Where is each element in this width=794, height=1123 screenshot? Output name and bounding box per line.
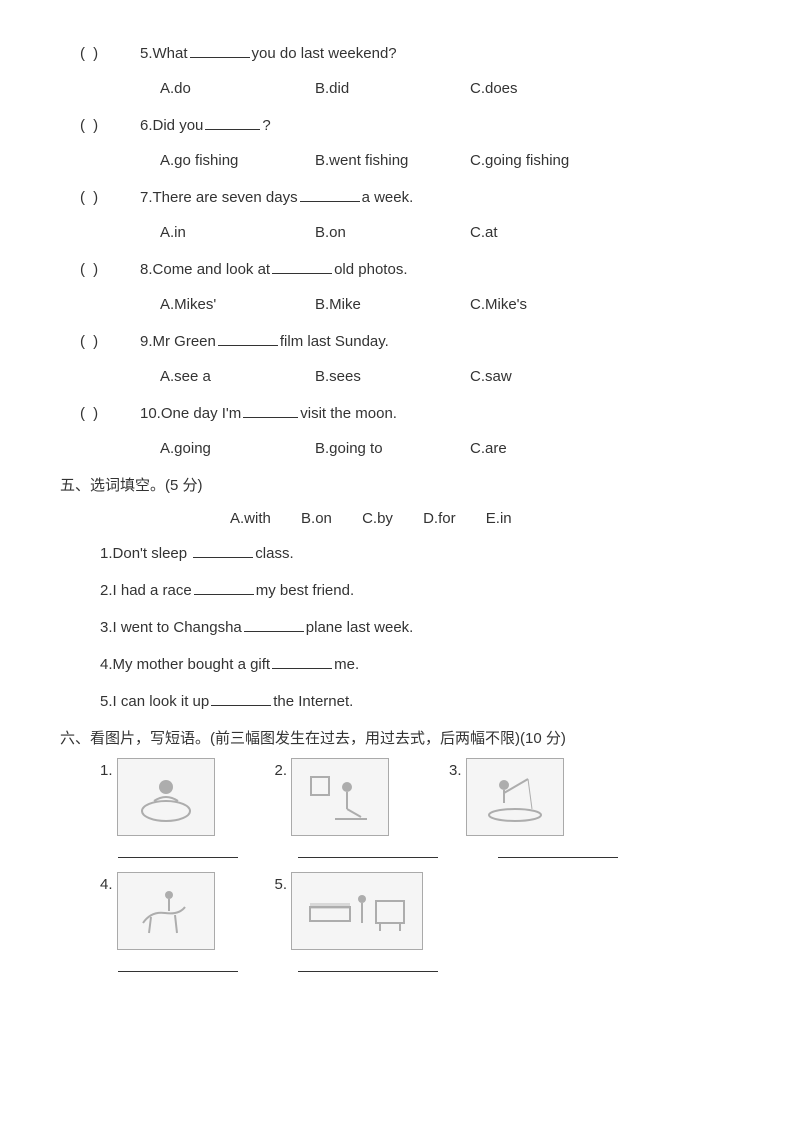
option-c[interactable]: C.are <box>470 435 625 462</box>
question-stem: 6.Did you? <box>140 112 271 139</box>
bank-a: A.with <box>230 510 271 527</box>
option-b[interactable]: B.on <box>315 219 470 246</box>
option-c[interactable]: C.saw <box>470 363 625 390</box>
picture-number: 1. <box>100 758 113 779</box>
blank[interactable] <box>244 616 304 632</box>
answer-paren[interactable]: ( ) <box>80 256 140 283</box>
options-row: A.going B.going to C.are <box>80 435 734 462</box>
answer-paren[interactable]: ( ) <box>80 400 140 427</box>
picture-number: 2. <box>275 758 288 779</box>
answer-paren[interactable]: ( ) <box>80 184 140 211</box>
question-stem: 8.Come and look atold photos. <box>140 256 407 283</box>
picture-item: 5. <box>275 872 424 950</box>
picture-item: 3. <box>449 758 564 836</box>
blank[interactable] <box>190 42 250 58</box>
options-row: A.go fishing B.went fishing C.going fish… <box>80 147 734 174</box>
mcq-row: ( ) 7.There are seven daysa week. <box>80 184 734 211</box>
option-b[interactable]: B.going to <box>315 435 470 462</box>
blank[interactable] <box>205 114 260 130</box>
blank[interactable] <box>243 402 298 418</box>
options-row: A.in B.on C.at <box>80 219 734 246</box>
question-stem: 10.One day I'mvisit the moon. <box>140 400 397 427</box>
picture-row: 1. 2. 3. <box>80 758 734 836</box>
picture-watch-tv-icon <box>291 872 423 950</box>
fill-item: 3.I went to Changshaplane last week. <box>80 614 734 641</box>
option-b[interactable]: B.went fishing <box>315 147 470 174</box>
answer-row <box>80 842 734 858</box>
blank[interactable] <box>300 186 360 202</box>
answer-blank[interactable] <box>118 956 238 972</box>
blank[interactable] <box>211 690 271 706</box>
bank-b: B.on <box>301 510 332 527</box>
option-a[interactable]: A.going <box>160 435 315 462</box>
blank[interactable] <box>193 542 253 558</box>
question-stem: 5.Whatyou do last weekend? <box>140 40 397 67</box>
picture-item: 4. <box>100 872 215 950</box>
mcq-row: ( ) 9.Mr Greenfilm last Sunday. <box>80 328 734 355</box>
answer-blank[interactable] <box>298 956 438 972</box>
bank-d: D.for <box>423 510 456 527</box>
answer-row <box>80 956 734 972</box>
fill-item: 1.Don't sleep class. <box>80 540 734 567</box>
mcq-row: ( ) 8.Come and look atold photos. <box>80 256 734 283</box>
answer-paren[interactable]: ( ) <box>80 328 140 355</box>
option-a[interactable]: A.in <box>160 219 315 246</box>
option-a[interactable]: A.do <box>160 75 315 102</box>
blank[interactable] <box>194 579 254 595</box>
picture-ride-horse-icon <box>117 872 215 950</box>
question-stem: 9.Mr Greenfilm last Sunday. <box>140 328 389 355</box>
blank[interactable] <box>272 653 332 669</box>
question-stem: 7.There are seven daysa week. <box>140 184 413 211</box>
options-row: A.Mikes' B.Mike C.Mike's <box>80 291 734 318</box>
picture-clean-room-icon <box>291 758 389 836</box>
option-b[interactable]: B.sees <box>315 363 470 390</box>
mcq-row: ( ) 10.One day I'mvisit the moon. <box>80 400 734 427</box>
options-row: A.do B.did C.does <box>80 75 734 102</box>
fill-item: 4.My mother bought a giftme. <box>80 651 734 678</box>
picture-item: 2. <box>275 758 390 836</box>
picture-number: 5. <box>275 872 288 893</box>
blank[interactable] <box>272 258 332 274</box>
worksheet-page: ( ) 5.Whatyou do last weekend? A.do B.di… <box>0 0 794 1026</box>
bank-e: E.in <box>486 510 512 527</box>
answer-blank[interactable] <box>118 842 238 858</box>
picture-row: 4. 5. <box>80 872 734 950</box>
picture-number: 3. <box>449 758 462 779</box>
blank[interactable] <box>218 330 278 346</box>
picture-number: 4. <box>100 872 113 893</box>
fill-item: 5.I can look it upthe Internet. <box>80 688 734 715</box>
option-a[interactable]: A.see a <box>160 363 315 390</box>
answer-paren[interactable]: ( ) <box>80 112 140 139</box>
mcq-row: ( ) 6.Did you? <box>80 112 734 139</box>
option-c[interactable]: C.Mike's <box>470 291 625 318</box>
fill-item: 2.I had a racemy best friend. <box>80 577 734 604</box>
option-c[interactable]: C.going fishing <box>470 147 625 174</box>
option-c[interactable]: C.does <box>470 75 625 102</box>
option-b[interactable]: B.did <box>315 75 470 102</box>
option-a[interactable]: A.go fishing <box>160 147 315 174</box>
section-5-title: 五、选词填空。(5 分) <box>60 472 734 499</box>
answer-blank[interactable] <box>298 842 438 858</box>
answer-paren[interactable]: ( ) <box>80 40 140 67</box>
picture-section: 1. 2. 3. <box>80 758 734 972</box>
answer-blank[interactable] <box>498 842 618 858</box>
option-b[interactable]: B.Mike <box>315 291 470 318</box>
section-6-title: 六、看图片，写短语。(前三幅图发生在过去，用过去式，后两幅不限)(10 分) <box>60 725 734 752</box>
option-c[interactable]: C.at <box>470 219 625 246</box>
picture-item: 1. <box>100 758 215 836</box>
picture-wash-clothes-icon <box>117 758 215 836</box>
option-a[interactable]: A.Mikes' <box>160 291 315 318</box>
options-row: A.see a B.sees C.saw <box>80 363 734 390</box>
word-bank: A.with B.on C.by D.for E.in <box>80 505 734 532</box>
mcq-row: ( ) 5.Whatyou do last weekend? <box>80 40 734 67</box>
picture-go-fishing-icon <box>466 758 564 836</box>
bank-c: C.by <box>362 510 393 527</box>
